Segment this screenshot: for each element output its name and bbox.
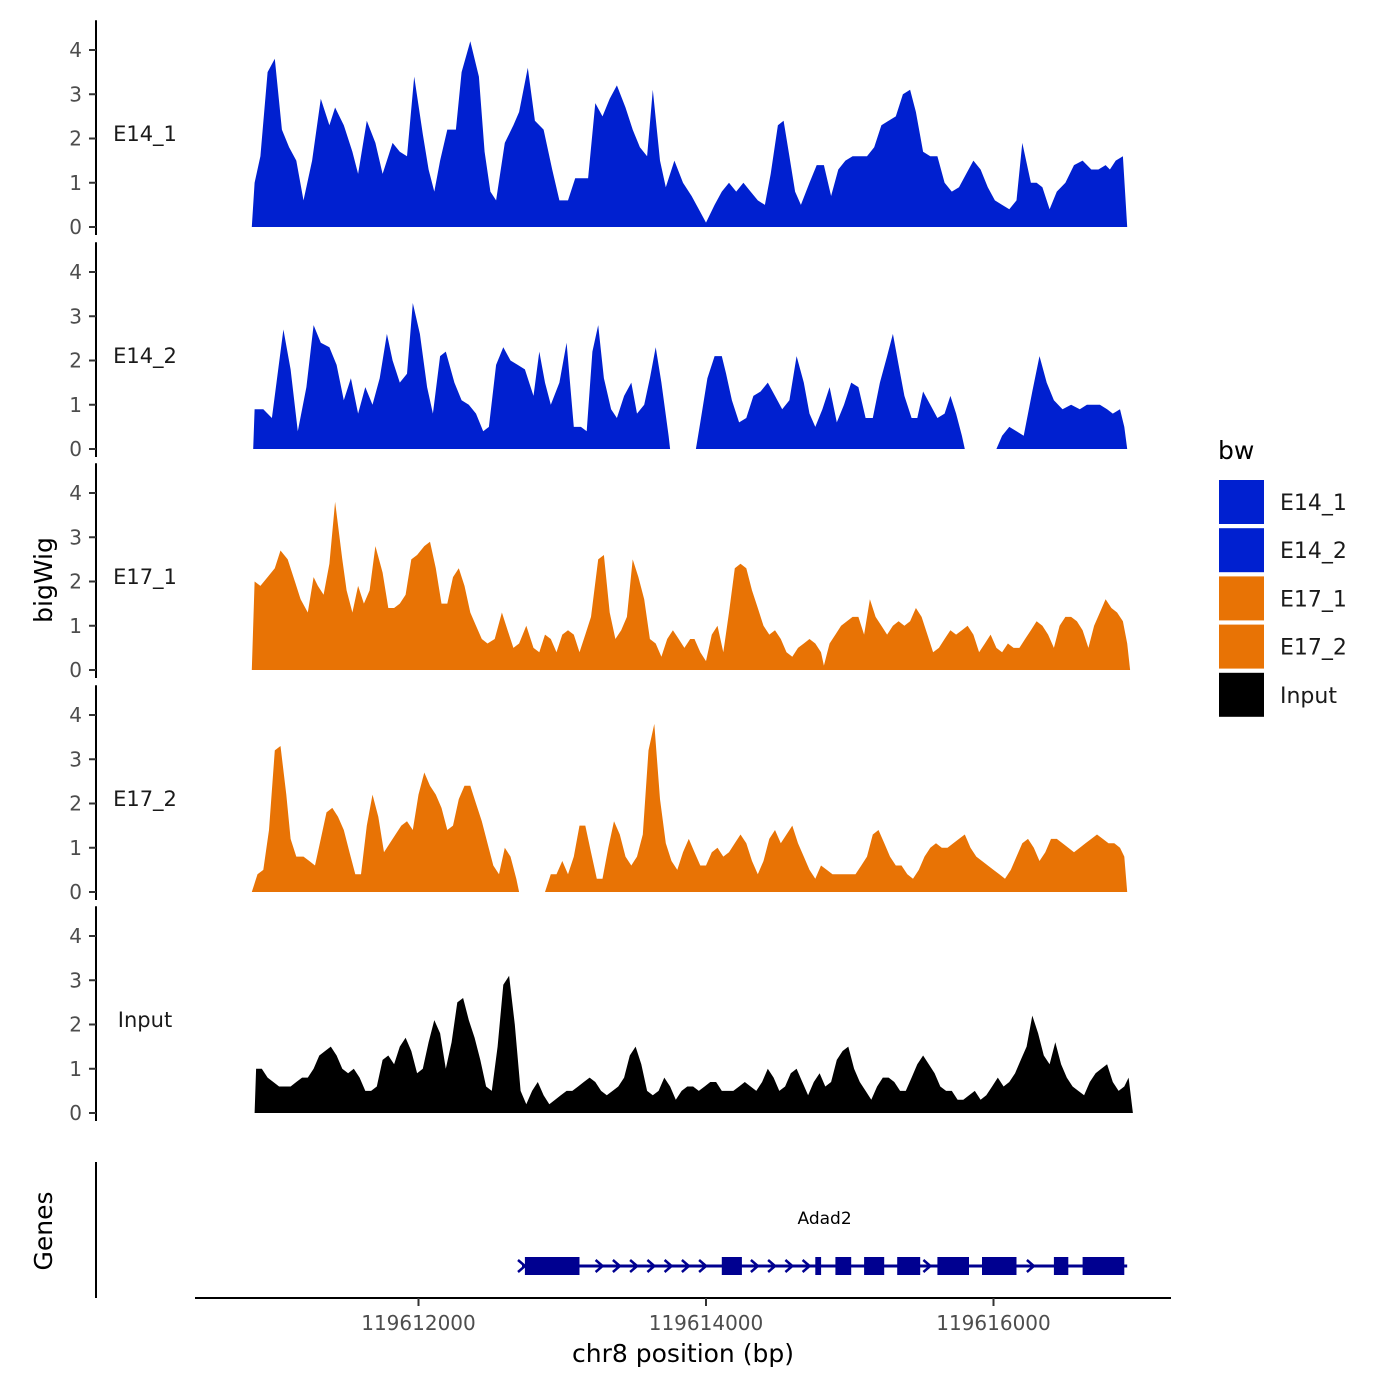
coverage-area-e14_1: [251, 41, 1128, 228]
gene-exon: [1053, 1257, 1069, 1275]
strand-arrow: [784, 1259, 795, 1273]
y-tick-label: 2: [69, 792, 82, 816]
y-tick-label: 4: [69, 924, 82, 948]
y-tick-label: 0: [69, 437, 82, 461]
track-label: E17_2: [113, 787, 177, 812]
legend-label: E14_2: [1280, 539, 1347, 564]
strand-arrow: [922, 1259, 933, 1273]
y-tick-label: 0: [69, 1101, 82, 1125]
legend-label: E17_2: [1280, 636, 1347, 661]
x-tick-label: 119614000: [649, 1311, 764, 1335]
x-axis: 119612000 119614000 119616000: [195, 1297, 1171, 1335]
track-e14_1: 0 1 2 3 4 E14_1: [69, 20, 1128, 239]
y-tick-label: 3: [69, 747, 82, 771]
y-tick-label: 0: [69, 215, 82, 239]
track-e17_1: 0 1 2 3 4 E17_1: [69, 463, 1131, 682]
strand-arrow: [517, 1259, 527, 1273]
strand-arrow: [594, 1259, 605, 1273]
gene-exon: [721, 1257, 742, 1275]
strand-arrow: [698, 1259, 709, 1273]
coverage-tracks: 0 1 2 3 4 E14_1 0 1 2 3 4 E14_2 0 1 2 3 4 E17_1 0 1 2 3 4 E17_2…: [69, 20, 1133, 1125]
strand-arrow: [801, 1259, 812, 1273]
legend-swatch-e17_2: [1219, 624, 1264, 669]
strand-arrow: [750, 1259, 760, 1273]
y-tick-label: 4: [69, 703, 82, 727]
gene-exon: [897, 1257, 921, 1275]
strand-arrow: [1026, 1259, 1036, 1273]
track-e17_2: 0 1 2 3 4 E17_2: [69, 685, 1128, 904]
y-tick-label: 2: [69, 570, 82, 594]
y-tick-label: 0: [69, 658, 82, 682]
strand-arrow: [646, 1259, 657, 1273]
strand-arrow: [612, 1259, 622, 1273]
gene-exon: [524, 1257, 580, 1275]
track-label: E14_1: [113, 122, 177, 147]
gene-label: Adad2: [798, 1209, 852, 1229]
y-tick-label: 1: [69, 1057, 82, 1081]
legend-label: E17_1: [1280, 587, 1347, 612]
coverage-area-e14_2: [253, 303, 1128, 449]
coverage-area-e17_1: [251, 501, 1131, 670]
strand-arrow: [767, 1259, 778, 1273]
y-tick-label: 2: [69, 349, 82, 373]
strand-arrow: [629, 1259, 640, 1273]
legend-label: E14_1: [1280, 491, 1347, 516]
legend-swatch-e14_1: [1219, 480, 1264, 524]
strand-arrow: [663, 1259, 674, 1273]
gene-exon: [937, 1257, 969, 1275]
x-tick-label: 119612000: [361, 1311, 476, 1335]
legend-swatch-e17_1: [1219, 576, 1264, 621]
y-tick-label: 2: [69, 127, 82, 151]
gene-exon: [835, 1257, 852, 1275]
y-tick-label: 1: [69, 393, 82, 417]
genes-axis-title: Genes: [29, 1191, 58, 1270]
y-tick-label: 0: [69, 880, 82, 904]
strand-arrow: [681, 1259, 691, 1273]
gene-exon: [864, 1257, 885, 1275]
y-tick-label: 4: [69, 260, 82, 284]
gene-exon: [982, 1257, 1017, 1275]
gene-model: [517, 1257, 1128, 1275]
x-tick-label: 119616000: [936, 1311, 1051, 1335]
legend: bw E14_1 E14_2 E17_1 E17_2 Input: [1218, 436, 1347, 717]
y-tick-label: 3: [69, 304, 82, 328]
y-tick-label: 3: [69, 525, 82, 549]
y-tick-label: 3: [69, 968, 82, 992]
gene-exon: [815, 1257, 822, 1275]
track-input: 0 1 2 3 4 Input: [69, 906, 1133, 1125]
gene-track: Adad2: [95, 1162, 1128, 1298]
track-e14_2: 0 1 2 3 4 E14_2: [69, 242, 1128, 461]
legend-swatch-input: [1219, 672, 1264, 717]
y-tick-label: 4: [69, 38, 82, 62]
x-axis-title: chr8 position (bp): [572, 1339, 794, 1368]
y-axis-title: bigWig: [29, 537, 58, 623]
gene-exon: [1082, 1257, 1125, 1275]
y-tick-label: 2: [69, 1013, 82, 1037]
y-tick-label: 1: [69, 171, 82, 195]
legend-title: bw: [1218, 436, 1254, 465]
coverage-area-e17_2: [251, 723, 1128, 892]
legend-label: Input: [1280, 684, 1337, 709]
y-tick-label: 3: [69, 82, 82, 106]
legend-swatch-e14_2: [1219, 528, 1264, 573]
track-label: E14_2: [113, 344, 177, 369]
y-tick-label: 4: [69, 481, 82, 505]
track-label: E17_1: [113, 565, 177, 590]
track-label: Input: [118, 1008, 172, 1032]
y-tick-label: 1: [69, 614, 82, 638]
y-tick-label: 1: [69, 836, 82, 860]
coverage-area-input: [254, 975, 1133, 1113]
